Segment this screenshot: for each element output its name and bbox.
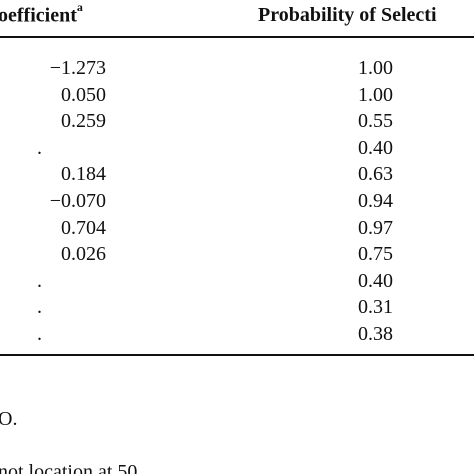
probability-cell: 0.94 xyxy=(358,190,393,212)
coefficient-cell: 0.026 xyxy=(61,243,106,266)
probability-cell: 0.63 xyxy=(358,163,393,186)
probability-cell: 0.40 xyxy=(358,269,393,292)
probability-cell: 0.55 xyxy=(358,110,393,133)
coefficient-cell: . xyxy=(37,136,42,159)
coefficient-cell: −1.273 xyxy=(49,57,106,79)
header-note: a xyxy=(76,0,83,14)
coefficient-cell: 0.050 xyxy=(61,83,106,106)
probability-header: Probability of Selecti xyxy=(258,4,437,26)
bottom-rule xyxy=(0,354,474,356)
header-text: oefficient xyxy=(0,4,77,27)
coefficient-cell: . xyxy=(37,269,42,292)
top-rule xyxy=(0,36,474,38)
coefficient-header: oefficienta xyxy=(0,1,83,27)
probability-cell: 0.97 xyxy=(358,216,393,239)
coefficient-cell: 0.704 xyxy=(61,216,106,239)
footnote: knot location at 50 xyxy=(0,461,138,474)
probability-cell: 0.31 xyxy=(358,296,393,319)
footnote: O. xyxy=(0,408,18,430)
probability-cell: 1.00 xyxy=(358,57,393,79)
probability-cell: 0.75 xyxy=(358,243,393,266)
coefficient-cell: −0.070 xyxy=(49,190,106,212)
probability-cell: 0.38 xyxy=(358,323,393,345)
coefficient-cell: 0.259 xyxy=(61,110,106,133)
coefficient-cell: . xyxy=(37,323,42,345)
probability-cell: 1.00 xyxy=(358,83,393,106)
coefficient-cell: 0.184 xyxy=(61,163,106,186)
probability-cell: 0.40 xyxy=(358,136,393,159)
coefficient-cell: . xyxy=(37,296,42,319)
